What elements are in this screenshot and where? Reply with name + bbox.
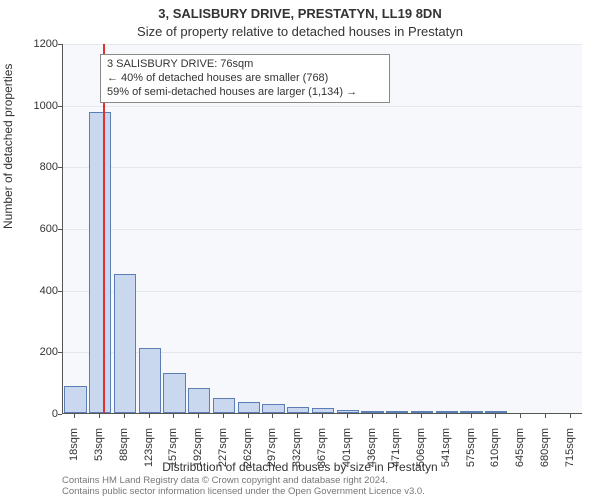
x-tick-label: 157sqm	[167, 428, 179, 478]
x-tick-label: 610sqm	[489, 428, 501, 478]
x-tick-mark	[173, 414, 174, 418]
x-tick-label: 18sqm	[68, 428, 80, 478]
footer-credits: Contains HM Land Registry data © Crown c…	[62, 476, 425, 498]
y-tick-label: 600	[18, 223, 58, 235]
histogram-bar	[64, 386, 86, 413]
x-tick-label: 227sqm	[217, 428, 229, 478]
annotation-box: 3 SALISBURY DRIVE: 76sqm ← 40% of detach…	[100, 54, 390, 103]
x-tick-label: 471sqm	[390, 428, 402, 478]
histogram-bar	[238, 402, 260, 413]
x-tick-mark	[322, 414, 323, 418]
y-tick-label: 1000	[18, 100, 58, 112]
x-tick-mark	[471, 414, 472, 418]
x-tick-mark	[248, 414, 249, 418]
y-tick-mark	[58, 229, 62, 230]
chart-container: { "header": { "line1": "3, SALISBURY DRI…	[0, 0, 600, 500]
subtitle: Size of property relative to detached ho…	[0, 24, 600, 39]
x-tick-label: 53sqm	[93, 428, 105, 478]
x-tick-mark	[520, 414, 521, 418]
gridline	[63, 291, 582, 292]
x-tick-mark	[396, 414, 397, 418]
x-tick-mark	[495, 414, 496, 418]
y-tick-label: 1200	[18, 38, 58, 50]
annotation-line-2: ← 40% of detached houses are smaller (76…	[107, 72, 383, 86]
x-tick-label: 401sqm	[341, 428, 353, 478]
histogram-bar	[411, 411, 433, 413]
histogram-bar	[89, 112, 111, 413]
y-axis-label: Number of detached properties	[1, 64, 15, 229]
x-tick-mark	[347, 414, 348, 418]
x-tick-mark	[570, 414, 571, 418]
histogram-bar	[460, 411, 482, 413]
x-tick-mark	[372, 414, 373, 418]
x-tick-mark	[545, 414, 546, 418]
y-tick-mark	[58, 414, 62, 415]
x-tick-label: 332sqm	[291, 428, 303, 478]
gridline	[63, 229, 582, 230]
y-tick-mark	[58, 44, 62, 45]
x-tick-mark	[421, 414, 422, 418]
x-tick-mark	[446, 414, 447, 418]
x-tick-label: 680sqm	[539, 428, 551, 478]
x-tick-mark	[124, 414, 125, 418]
y-tick-label: 400	[18, 285, 58, 297]
x-tick-label: 506sqm	[415, 428, 427, 478]
x-tick-mark	[198, 414, 199, 418]
y-tick-label: 200	[18, 346, 58, 358]
y-tick-mark	[58, 291, 62, 292]
x-tick-mark	[272, 414, 273, 418]
gridline	[63, 106, 582, 107]
histogram-bar	[163, 373, 185, 413]
y-tick-mark	[58, 106, 62, 107]
x-tick-label: 297sqm	[266, 428, 278, 478]
x-tick-label: 541sqm	[440, 428, 452, 478]
histogram-bar	[337, 410, 359, 413]
y-tick-label: 800	[18, 161, 58, 173]
x-tick-label: 436sqm	[366, 428, 378, 478]
x-tick-mark	[297, 414, 298, 418]
gridline	[63, 44, 582, 45]
x-tick-label: 367sqm	[316, 428, 328, 478]
x-tick-mark	[99, 414, 100, 418]
y-tick-mark	[58, 352, 62, 353]
x-tick-mark	[74, 414, 75, 418]
x-tick-label: 123sqm	[143, 428, 155, 478]
footer-line-2: Contains public sector information licen…	[62, 487, 425, 498]
histogram-bar	[213, 398, 235, 413]
y-tick-label: 0	[18, 408, 58, 420]
x-tick-label: 575sqm	[465, 428, 477, 478]
histogram-bar	[139, 348, 161, 413]
y-tick-mark	[58, 167, 62, 168]
histogram-bar	[114, 274, 136, 413]
x-tick-label: 88sqm	[118, 428, 130, 478]
x-tick-label: 262sqm	[242, 428, 254, 478]
histogram-bar	[361, 411, 383, 413]
histogram-bar	[262, 404, 284, 413]
histogram-bar	[386, 411, 408, 413]
annotation-line-1: 3 SALISBURY DRIVE: 76sqm	[107, 58, 383, 72]
x-tick-label: 192sqm	[192, 428, 204, 478]
x-tick-mark	[149, 414, 150, 418]
address-title: 3, SALISBURY DRIVE, PRESTATYN, LL19 8DN	[0, 6, 600, 21]
x-tick-mark	[223, 414, 224, 418]
histogram-bar	[485, 411, 507, 413]
gridline	[63, 167, 582, 168]
annotation-line-3: 59% of semi-detached houses are larger (…	[107, 86, 383, 100]
x-tick-label: 645sqm	[514, 428, 526, 478]
histogram-bar	[287, 407, 309, 413]
histogram-bar	[188, 388, 210, 413]
x-tick-label: 715sqm	[564, 428, 576, 478]
histogram-bar	[436, 411, 458, 413]
histogram-bar	[312, 408, 334, 413]
